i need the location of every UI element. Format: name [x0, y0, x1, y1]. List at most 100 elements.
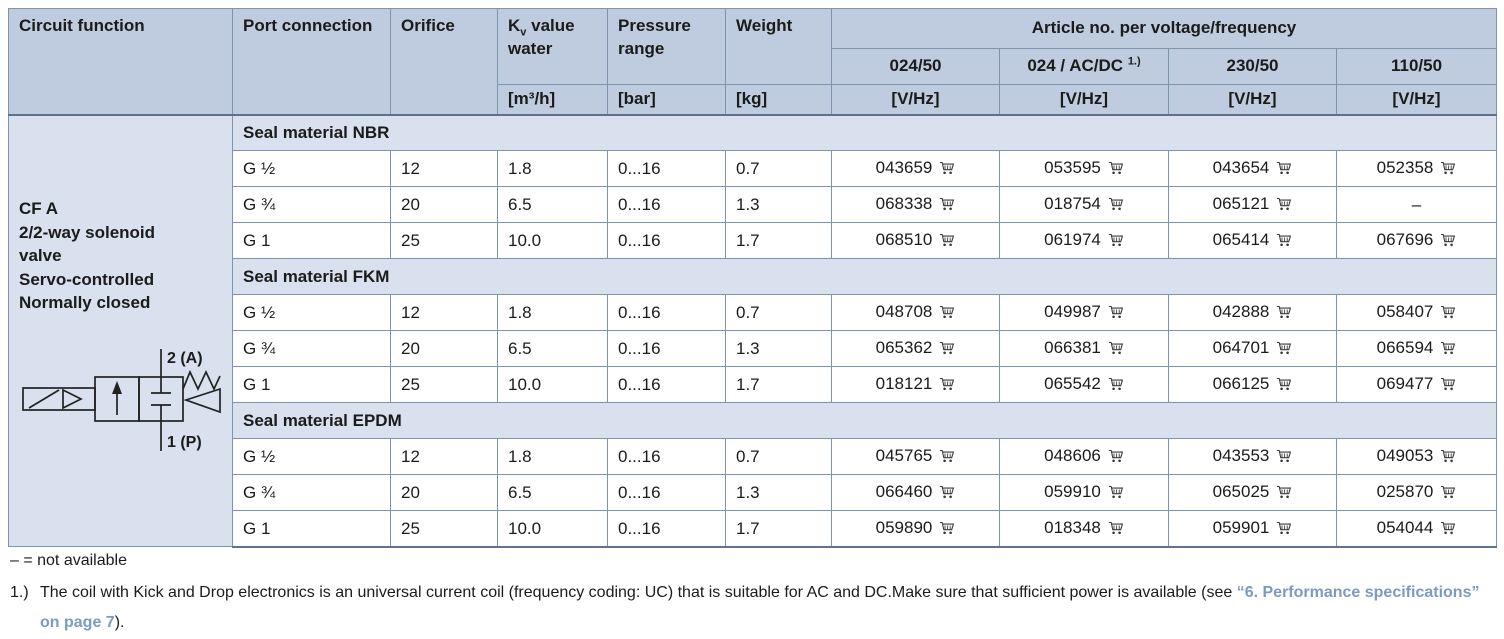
article-cell[interactable]: 043659 [831, 150, 1000, 188]
article-cell[interactable]: 066125 [1168, 366, 1337, 404]
cart-icon[interactable] [1108, 304, 1124, 324]
cart-icon[interactable] [1276, 520, 1292, 540]
article-cell[interactable]: 053595 [999, 150, 1169, 188]
article-cell[interactable]: 049987 [999, 294, 1169, 332]
cart-icon[interactable] [1440, 160, 1456, 180]
unit-kv: [m³/h] [497, 83, 608, 116]
cart-icon[interactable] [939, 160, 955, 180]
cart-icon[interactable] [939, 340, 955, 360]
cart-icon[interactable] [939, 448, 955, 468]
circuit-code: CF A [19, 199, 59, 219]
article-cell[interactable]: 065025 [1168, 474, 1337, 512]
article-cell[interactable]: 066594 [1335, 330, 1498, 368]
cart-icon[interactable] [1440, 304, 1456, 324]
article-cell[interactable]: 048708 [831, 294, 1000, 332]
cell-kv: 1.8 [497, 150, 608, 188]
cart-icon[interactable] [1276, 160, 1292, 180]
article-cell[interactable]: 065414 [1168, 222, 1337, 260]
cart-icon[interactable] [939, 376, 955, 396]
article-cell[interactable]: 045765 [831, 438, 1000, 476]
article-cell[interactable]: 067696 [1335, 222, 1498, 260]
cell-kv: 6.5 [497, 330, 608, 368]
cart-icon[interactable] [1108, 376, 1124, 396]
cell-kv: 6.5 [497, 474, 608, 512]
cart-icon[interactable] [1276, 340, 1292, 360]
cell-orifice: 25 [390, 366, 498, 404]
cart-icon[interactable] [1440, 484, 1456, 504]
article-cell[interactable]: 065542 [999, 366, 1169, 404]
cart-icon[interactable] [1108, 448, 1124, 468]
article-cell[interactable]: 068338 [831, 186, 1000, 224]
cart-icon[interactable] [939, 484, 955, 504]
col-header-port-connection: Port connection [232, 7, 391, 116]
cell-port: G 1 [232, 222, 391, 260]
article-cell[interactable]: 042888 [1168, 294, 1337, 332]
cart-icon[interactable] [1276, 232, 1292, 252]
cell-pressure: 0...16 [607, 294, 726, 332]
cart-icon[interactable] [1276, 304, 1292, 324]
cell-weight: 1.7 [725, 510, 832, 548]
article-cell[interactable]: 069477 [1335, 366, 1498, 404]
article-cell[interactable]: 061974 [999, 222, 1169, 260]
unit-voltage: [V/Hz] [999, 83, 1169, 116]
cart-icon[interactable] [1108, 520, 1124, 540]
cart-icon[interactable] [939, 304, 955, 324]
cart-icon[interactable] [1440, 232, 1456, 252]
cart-icon[interactable] [939, 520, 955, 540]
cart-icon[interactable] [1440, 520, 1456, 540]
cart-icon[interactable] [1108, 160, 1124, 180]
cart-icon[interactable] [1108, 340, 1124, 360]
article-cell[interactable]: 048606 [999, 438, 1169, 476]
cell-port: G ¾ [232, 186, 391, 224]
article-cell[interactable]: 043654 [1168, 150, 1337, 188]
table-row: G ¾ 20 6.5 0...16 1.3 066460 059910 0650… [9, 474, 1498, 512]
cart-icon[interactable] [1440, 448, 1456, 468]
cart-icon[interactable] [1276, 376, 1292, 396]
section-header-fkm: Seal material FKM [231, 258, 1498, 296]
article-cell[interactable]: 052358 [1335, 150, 1498, 188]
table-row: G ½ 12 1.8 0...16 0.7 045765 048606 0435… [9, 438, 1498, 476]
article-cell[interactable]: 018348 [999, 510, 1169, 548]
cart-icon[interactable] [1276, 196, 1292, 216]
valve-spec-table: Circuit function Port connection Orifice… [8, 7, 1498, 548]
article-cell[interactable]: 065121 [1168, 186, 1337, 224]
unit-voltage: [V/Hz] [831, 83, 1000, 116]
article-cell[interactable]: 059910 [999, 474, 1169, 512]
article-cell[interactable]: 054044 [1335, 510, 1498, 548]
cart-icon[interactable] [1440, 340, 1456, 360]
article-cell[interactable]: 025870 [1335, 474, 1498, 512]
cell-port: G ¾ [232, 330, 391, 368]
article-cell[interactable]: 018121 [831, 366, 1000, 404]
cell-kv: 6.5 [497, 186, 608, 224]
table-row: G ½ 12 1.8 0...16 0.7 048708 049987 0428… [9, 294, 1498, 332]
article-cell[interactable]: 066460 [831, 474, 1000, 512]
col-header-voltage-230-50: 230/50 [1168, 48, 1337, 85]
cart-icon[interactable] [1276, 448, 1292, 468]
article-cell[interactable]: 043553 [1168, 438, 1337, 476]
cart-icon[interactable] [1440, 376, 1456, 396]
cart-icon[interactable] [1108, 196, 1124, 216]
cart-icon[interactable] [939, 196, 955, 216]
cell-kv: 10.0 [497, 366, 608, 404]
article-cell[interactable]: 068510 [831, 222, 1000, 260]
article-cell[interactable]: 059890 [831, 510, 1000, 548]
article-cell[interactable]: 066381 [999, 330, 1169, 368]
cell-port: G ¾ [232, 474, 391, 512]
article-cell[interactable]: 064701 [1168, 330, 1337, 368]
cell-pressure: 0...16 [607, 222, 726, 260]
article-cell-not-available: – [1335, 186, 1498, 224]
article-cell[interactable]: 059901 [1168, 510, 1337, 548]
article-cell[interactable]: 018754 [999, 186, 1169, 224]
performance-specifications-link[interactable]: “6. Performance specifications” on page … [40, 584, 1480, 632]
col-header-circuit-function: Circuit function [8, 7, 233, 116]
article-cell[interactable]: 065362 [831, 330, 1000, 368]
footnote-text: The coil with Kick and Drop electronics … [40, 584, 1237, 601]
cell-pressure: 0...16 [607, 186, 726, 224]
article-cell[interactable]: 058407 [1335, 294, 1498, 332]
article-cell[interactable]: 049053 [1335, 438, 1498, 476]
cart-icon[interactable] [1108, 484, 1124, 504]
cart-icon[interactable] [1276, 484, 1292, 504]
cart-icon[interactable] [939, 232, 955, 252]
cart-icon[interactable] [1108, 232, 1124, 252]
cell-pressure: 0...16 [607, 438, 726, 476]
